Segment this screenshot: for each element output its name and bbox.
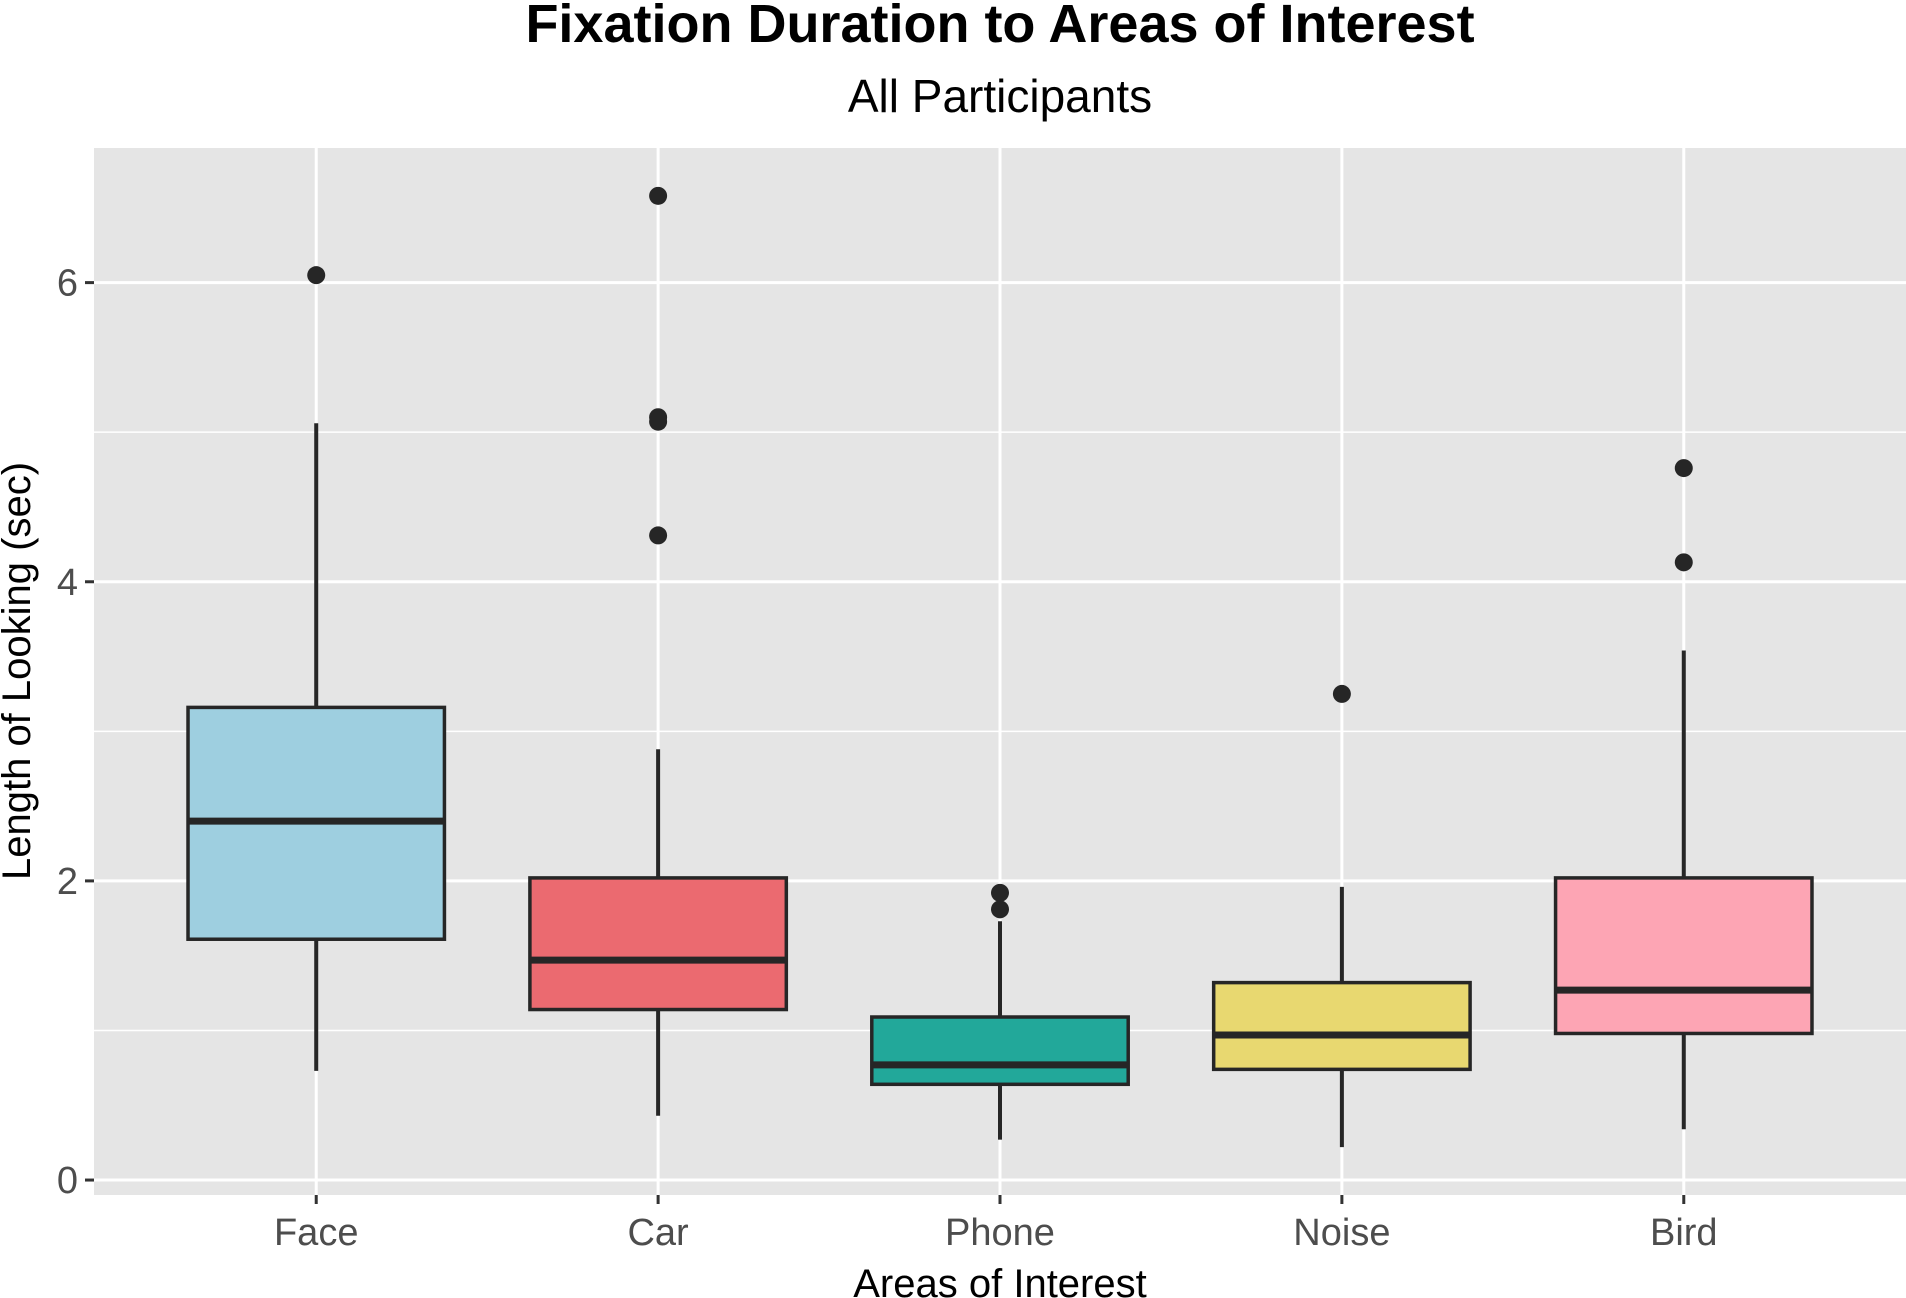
outlier-point xyxy=(1674,459,1693,478)
box-iqr xyxy=(1553,876,1814,1036)
box-iqr xyxy=(1211,980,1472,1072)
y-tick-label: 2 xyxy=(57,861,78,903)
y-tick-label: 6 xyxy=(57,263,78,305)
x-tick-label: Noise xyxy=(1293,1212,1390,1254)
outlier-point xyxy=(649,186,668,205)
box-iqr xyxy=(870,1015,1130,1087)
box-face xyxy=(186,266,447,1071)
y-axis-title: Length of Looking (sec) xyxy=(0,462,39,880)
outlier-point xyxy=(1674,553,1693,572)
outlier-point xyxy=(991,883,1009,902)
x-tick-label: Phone xyxy=(945,1212,1055,1254)
box-iqr xyxy=(528,876,789,1012)
chart-title: Fixation Duration to Areas of Interest xyxy=(525,0,1474,54)
x-tick-label: Car xyxy=(627,1212,689,1254)
y-axis: 0 2 4 6 xyxy=(57,263,94,1202)
box-car xyxy=(528,186,789,1116)
outlier-point xyxy=(307,266,326,285)
y-tick-label: 4 xyxy=(57,562,78,604)
outlier-point xyxy=(1332,684,1351,703)
y-tick-label: 0 xyxy=(57,1160,78,1202)
x-axis: Face Car Phone Noise Bird xyxy=(274,1195,1718,1254)
box-series xyxy=(186,186,1814,1148)
box-noise xyxy=(1211,684,1472,1148)
outlier-point xyxy=(649,526,668,545)
x-tick-label: Bird xyxy=(1650,1212,1718,1254)
outlier-point xyxy=(991,900,1009,919)
box-phone xyxy=(870,883,1130,1140)
box-bird xyxy=(1553,459,1814,1130)
x-tick-label: Face xyxy=(274,1212,358,1254)
chart-subtitle: All Participants xyxy=(848,70,1152,122)
outlier-point xyxy=(649,408,668,427)
x-axis-title: Areas of Interest xyxy=(853,1262,1146,1298)
